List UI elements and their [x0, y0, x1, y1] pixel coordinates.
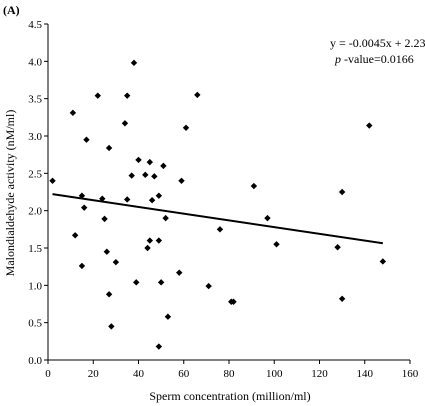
data-point	[144, 244, 151, 252]
data-point	[155, 343, 163, 350]
data-point	[101, 215, 108, 223]
data-point	[121, 120, 129, 127]
data-point	[379, 258, 387, 265]
data-point	[71, 232, 79, 239]
y-tick-label: 2.5	[28, 168, 42, 180]
y-tick-label: 0.5	[28, 318, 42, 330]
data-point	[230, 298, 237, 305]
data-point	[334, 244, 341, 251]
data-point	[146, 237, 154, 244]
data-point	[142, 171, 149, 179]
p-value-text: -value=0.0166	[341, 52, 414, 66]
y-tick-label: 3.5	[28, 94, 42, 106]
data-point	[133, 279, 140, 286]
data-point	[135, 156, 142, 164]
p-value-annotation: p -value=0.0166	[334, 52, 414, 66]
data-point	[157, 279, 165, 286]
data-point	[94, 92, 101, 99]
data-point	[160, 162, 167, 170]
data-point	[105, 291, 113, 298]
y-tick-label: 3.0	[28, 131, 42, 143]
data-point	[146, 158, 154, 166]
x-tick-label: 160	[402, 368, 419, 380]
y-axis-title: Malondialdehyde activity (nM/ml)	[3, 110, 17, 277]
data-point	[78, 262, 86, 270]
data-point	[178, 177, 185, 184]
data-point	[182, 124, 190, 131]
x-axis-ticks: 0 20 40 60 80 100 120 140 160	[45, 360, 419, 380]
data-point	[155, 237, 163, 244]
data-point	[112, 258, 120, 266]
data-point	[81, 204, 88, 211]
data-point	[130, 59, 138, 67]
y-tick-label: 0.0	[28, 355, 42, 367]
data-point	[99, 195, 106, 202]
data-point	[151, 173, 158, 180]
data-point	[216, 226, 224, 233]
data-point	[338, 188, 346, 196]
data-point	[176, 269, 183, 276]
data-point	[105, 144, 113, 152]
data-points	[49, 59, 387, 350]
x-tick-label: 20	[88, 368, 100, 380]
data-point	[78, 192, 86, 199]
x-tick-label: 40	[133, 368, 145, 380]
data-point	[205, 282, 212, 290]
x-tick-label: 60	[178, 368, 190, 380]
data-point	[123, 92, 131, 99]
data-point	[162, 214, 169, 222]
data-point	[250, 182, 258, 190]
data-point	[103, 248, 111, 255]
data-point	[128, 172, 135, 179]
data-point	[338, 295, 346, 302]
x-tick-label: 80	[224, 368, 236, 380]
y-tick-label: 1.0	[28, 280, 42, 292]
x-axis-title: Sperm concentration (million/ml)	[149, 389, 310, 403]
x-tick-label: 140	[357, 368, 374, 380]
data-point	[273, 241, 280, 248]
x-tick-label: 100	[266, 368, 283, 380]
y-tick-label: 1.5	[28, 243, 42, 255]
data-point	[264, 214, 271, 222]
regression-equation: y = -0.0045x + 2.23	[330, 36, 425, 50]
data-point	[123, 196, 131, 203]
data-point	[164, 313, 172, 320]
x-tick-label: 0	[45, 368, 51, 380]
data-point	[83, 136, 90, 143]
p-value-symbol: p	[334, 52, 341, 66]
data-point	[49, 177, 56, 184]
y-tick-label: 4.5	[28, 19, 42, 31]
data-point	[366, 122, 373, 129]
data-point	[194, 91, 201, 99]
data-point	[69, 109, 77, 117]
trend-line	[52, 193, 383, 245]
y-axis-ticks: 0.0 0.5 1.0 1.5 2.0 2.5 3.0 3.5 4.0 4.5	[28, 19, 48, 367]
y-tick-label: 4.0	[28, 56, 42, 68]
data-point	[108, 323, 115, 330]
panel-label: (A)	[3, 3, 20, 17]
y-tick-label: 2.0	[28, 206, 42, 218]
data-point	[148, 197, 156, 204]
x-tick-label: 120	[311, 368, 328, 380]
data-point	[155, 192, 163, 199]
